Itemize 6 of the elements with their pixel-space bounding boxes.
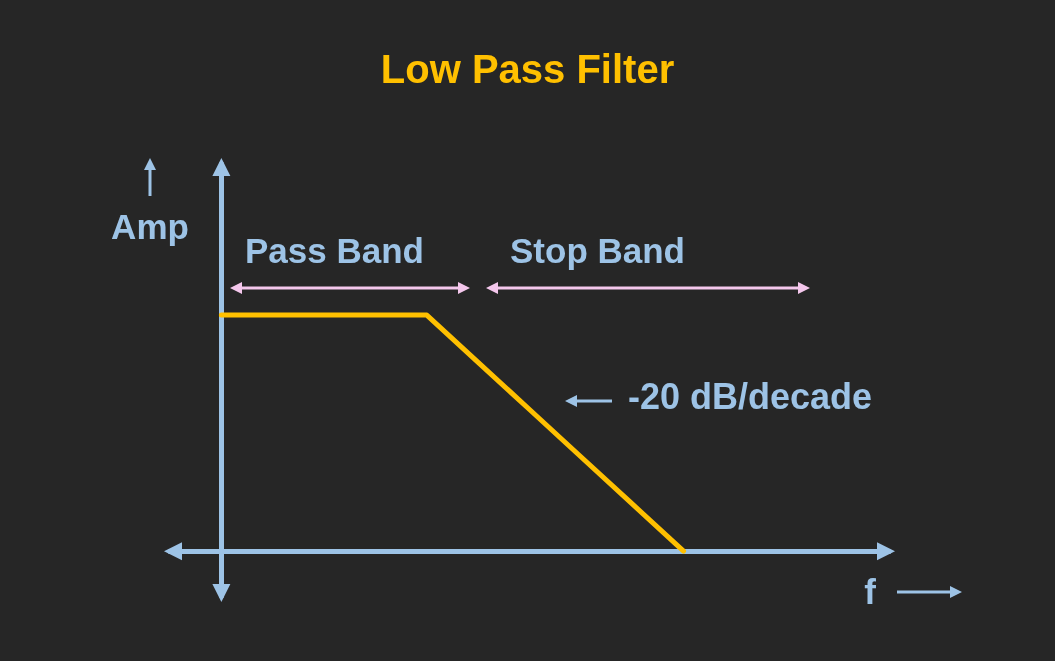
x-axis-title: f xyxy=(864,571,877,611)
annotation: -20 dB/decade xyxy=(628,375,873,417)
chart-title: Low Pass Filter xyxy=(380,47,675,91)
text: Pass Band xyxy=(245,230,424,270)
y-axis-title: Amp xyxy=(111,206,189,246)
text: Stop Band xyxy=(510,230,685,270)
